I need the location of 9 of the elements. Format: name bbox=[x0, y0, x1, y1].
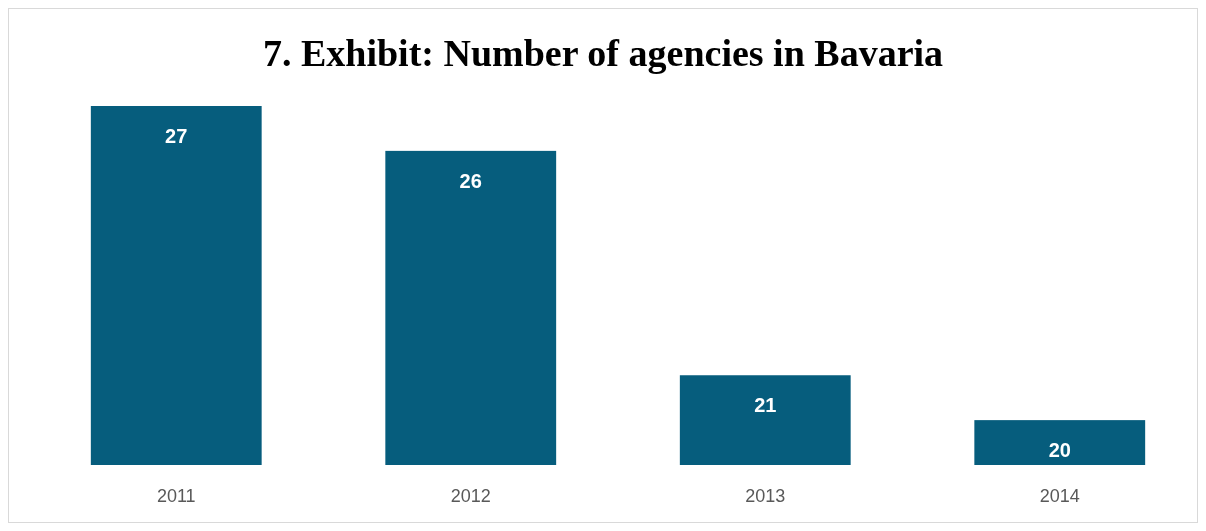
x-tick-label: 2012 bbox=[450, 486, 491, 506]
data-label: 21 bbox=[754, 394, 777, 417]
data-label: 26 bbox=[459, 169, 482, 192]
x-tick-label: 2011 bbox=[156, 486, 196, 506]
chart-title: 7. Exhibit: Number of agencies in Bavaria bbox=[262, 32, 944, 74]
data-label: 27 bbox=[165, 125, 188, 147]
x-tick-label: 2014 bbox=[1039, 486, 1080, 506]
data-label: 20 bbox=[1048, 439, 1071, 462]
x-tick-label: 2013 bbox=[745, 486, 786, 506]
